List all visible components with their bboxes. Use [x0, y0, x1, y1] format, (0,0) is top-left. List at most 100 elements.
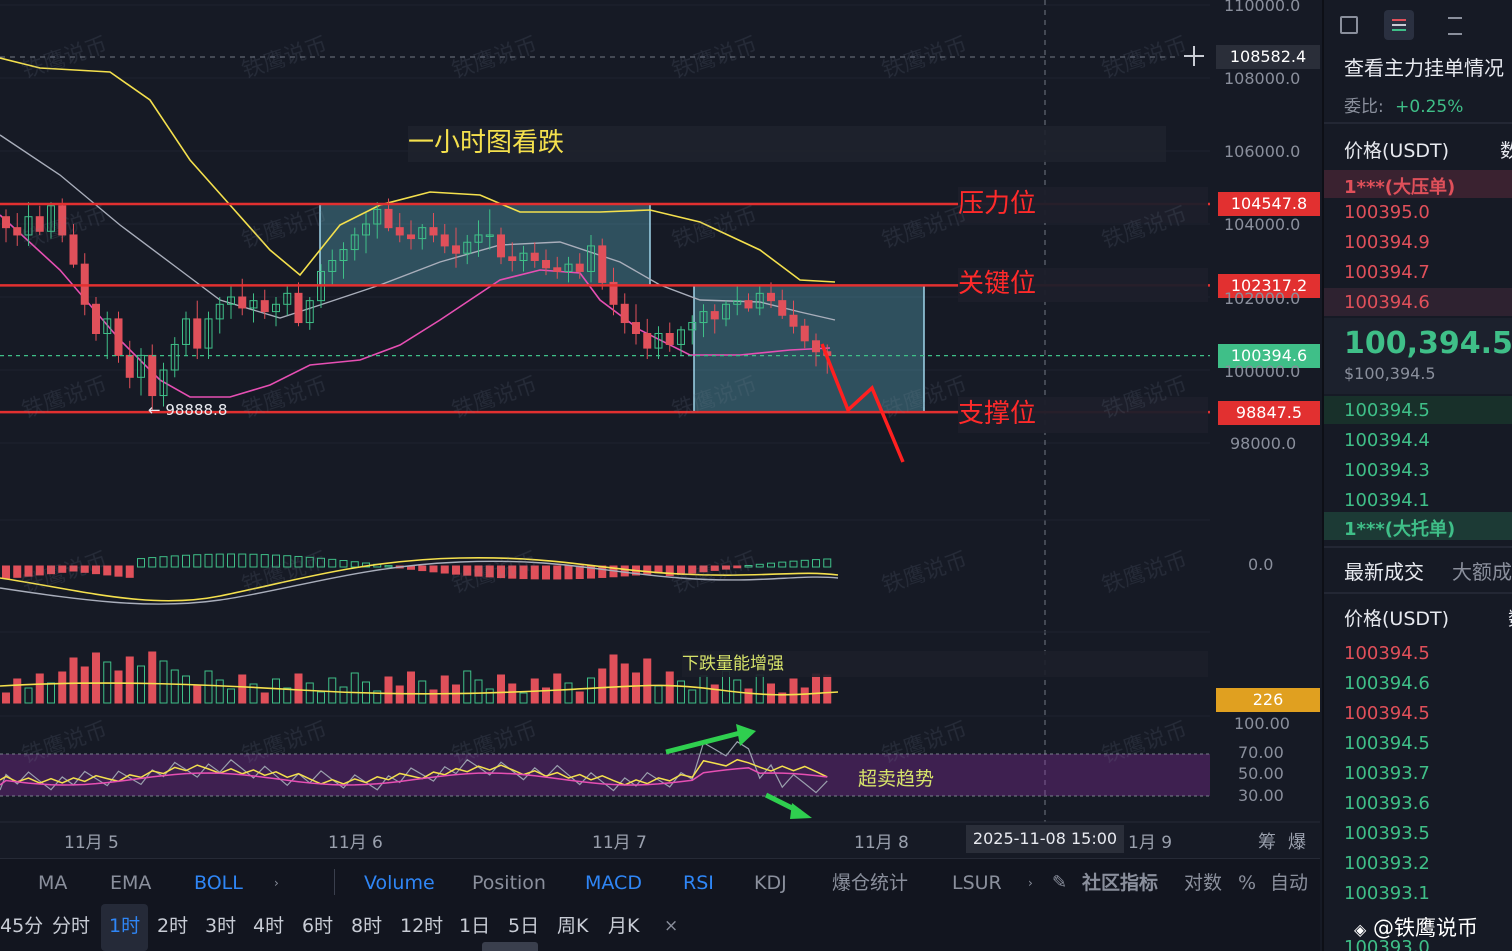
interval-month[interactable]: 月K — [608, 915, 640, 937]
order-book-list-icon[interactable] — [1448, 17, 1462, 35]
bid-row[interactable]: 100394.1 — [1344, 490, 1430, 511]
macd-bar — [2, 565, 10, 579]
interval-5d[interactable]: 5日 — [508, 915, 540, 937]
brand-logo-icon: ◈ — [1354, 920, 1367, 939]
candle-body — [542, 260, 550, 269]
bid-row[interactable]: 100394.3 — [1344, 460, 1430, 481]
interval-3h[interactable]: 3时 — [205, 915, 237, 937]
macd-bar — [114, 565, 123, 577]
indicator-tab-volume[interactable]: Volume — [364, 872, 435, 894]
chips-icon[interactable]: 筹 — [1258, 832, 1276, 853]
indicator-tab-position[interactable]: Position — [472, 872, 546, 894]
crosshair-plus-icon[interactable] — [1184, 46, 1204, 66]
macd-bar — [665, 565, 674, 577]
log-scale-toggle[interactable]: 对数 — [1184, 872, 1223, 894]
indicator-tab-boll[interactable]: BOLL — [194, 872, 243, 894]
macd-bar — [159, 556, 168, 568]
candle-body — [35, 216, 44, 232]
volume-bar — [114, 670, 123, 704]
volume-bar — [800, 687, 809, 704]
separator-arrow: › — [1028, 876, 1033, 890]
volume-bar — [193, 684, 202, 704]
trades-qty-header-text: 数 — [1508, 604, 1512, 631]
candle-body — [575, 263, 584, 272]
interval-8h[interactable]: 8时 — [351, 915, 383, 937]
candle-body — [677, 329, 685, 345]
volume-bar — [609, 654, 618, 704]
interval-week[interactable]: 周K — [557, 915, 589, 937]
macd-bar — [24, 565, 33, 577]
close-icon[interactable]: × — [664, 916, 679, 936]
liquidation-icon[interactable]: 爆 — [1288, 832, 1306, 853]
volume-bar — [654, 685, 663, 704]
indicator-tab-kdj[interactable]: KDJ — [754, 872, 787, 894]
volume-bar — [643, 658, 652, 704]
volume-bar — [767, 683, 775, 704]
volume-note: 下跌量能增强 — [682, 651, 1208, 677]
expand-handle[interactable] — [482, 942, 538, 951]
macd-bar — [384, 565, 393, 568]
auto-scale-toggle[interactable]: 自动 — [1270, 872, 1309, 894]
macd-bar — [497, 565, 505, 579]
indicator-tab-lsur[interactable]: LSUR — [952, 872, 1002, 894]
interval-6h[interactable]: 6时 — [302, 915, 334, 937]
edit-icon[interactable]: ✎ — [1052, 872, 1068, 893]
interval-1h[interactable]: 1时 — [101, 904, 149, 951]
ask-row[interactable]: 100394.7 — [1344, 262, 1430, 283]
rsi-tick-30: 30.00 — [1238, 786, 1284, 805]
volume-bar — [373, 690, 382, 704]
price-header: 价格(USDT) 数 — [1344, 136, 1512, 163]
candle-body — [272, 303, 280, 313]
interval-12h[interactable]: 12时 — [400, 915, 444, 937]
interval-1d[interactable]: 1日 — [459, 915, 491, 937]
big-bid-row[interactable]: 1***(大托单) — [1324, 512, 1512, 540]
bid-price: 100394.5 — [1344, 400, 1430, 421]
ratio-label: 委比: +0.25% — [1344, 92, 1463, 117]
indicator-tab-macd[interactable]: MACD — [585, 872, 642, 894]
candle-body — [362, 223, 370, 236]
ask-row[interactable]: 100395.0 — [1344, 202, 1430, 223]
candle-body — [485, 234, 494, 237]
indicator-tab-ema[interactable]: EMA — [110, 872, 152, 894]
interval-2h[interactable]: 2时 — [157, 915, 189, 937]
candle-body — [215, 303, 224, 320]
ask-row[interactable]: 100394.9 — [1344, 232, 1430, 253]
big-ask-label: 1***(大压单) — [1344, 177, 1456, 198]
indicator-tab-liquidation[interactable]: 爆仓统计 — [832, 872, 909, 894]
interval-time[interactable]: 分时 — [52, 915, 91, 937]
volume-bar — [519, 692, 528, 704]
volume-bar — [463, 670, 472, 704]
price-tick-6: 98000.0 — [1230, 434, 1297, 453]
volume-value-label: 226 — [1216, 688, 1320, 712]
candle-body — [587, 245, 595, 272]
percent-scale-toggle[interactable]: % — [1238, 872, 1257, 894]
collapse-icon[interactable] — [1340, 16, 1358, 34]
community-indicators[interactable]: 社区指标 — [1082, 872, 1159, 894]
indicator-tab-ma[interactable]: MA — [38, 872, 68, 894]
candle-body — [440, 234, 449, 247]
macd-bar — [260, 554, 269, 568]
interval-4h[interactable]: 4时 — [253, 915, 285, 937]
bid-row-highlight[interactable]: 100394.5 — [1324, 396, 1512, 424]
candle-body — [733, 300, 742, 305]
bid-row[interactable]: 100394.4 — [1344, 430, 1430, 451]
price-tick-4: 102000.0 — [1224, 289, 1301, 308]
order-book-both-icon[interactable] — [1384, 10, 1414, 40]
trade-row: 100393.7 — [1344, 763, 1430, 784]
candle-body — [47, 205, 55, 232]
big-ask-row[interactable]: 1***(大压单) — [1324, 170, 1512, 198]
candle-body — [508, 256, 517, 262]
macd-bar — [103, 565, 112, 576]
volume-bar — [418, 680, 427, 704]
boll-mid-line — [0, 134, 836, 321]
indicator-toolbar: MA EMA BOLL › Volume Position MACD RSI K… — [0, 858, 1320, 905]
chart-svg[interactable] — [0, 0, 1320, 858]
indicator-tab-rsi[interactable]: RSI — [683, 872, 714, 894]
candle-body — [125, 354, 134, 378]
trades-tab[interactable]: 最新成交 — [1344, 560, 1424, 584]
big-trades-tab[interactable]: 大额成 — [1452, 560, 1512, 584]
main-chart[interactable]: 108582.4 104547.8 102317.2 100394.6 9884… — [0, 0, 1320, 858]
ask-row-highlight[interactable]: 100394.6 — [1324, 288, 1512, 316]
macd-bar — [530, 565, 539, 580]
interval-45m[interactable]: 45分 — [0, 915, 44, 937]
